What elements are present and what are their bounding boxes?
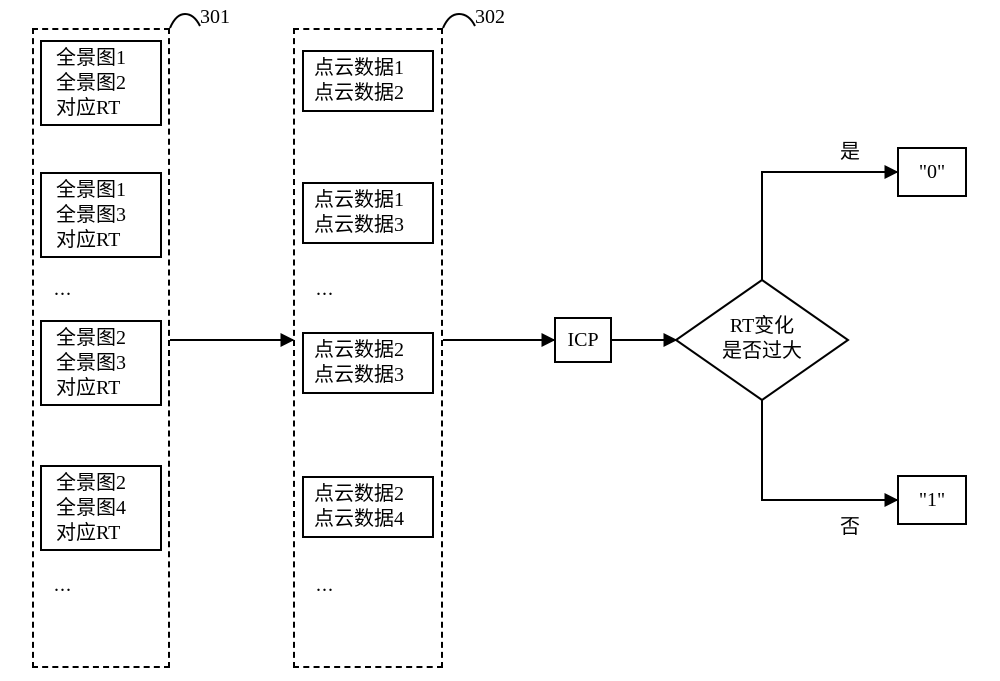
text-line: 点云数据3 — [314, 363, 432, 388]
icp-block: ICP — [554, 317, 612, 363]
diagram-canvas: 全景图1 全景图2 对应RT 全景图1 全景图3 对应RT ... 全景图2 全… — [0, 0, 1000, 681]
text-line: 全景图2 — [56, 326, 160, 351]
panorama-pair-1-3: 全景图1 全景图3 对应RT — [40, 172, 162, 258]
pointcloud-pair-1-2: 点云数据1 点云数据2 — [302, 50, 434, 112]
group-label-302: 302 — [475, 6, 505, 29]
icp-label: ICP — [567, 329, 598, 352]
panorama-pair-2-3: 全景图2 全景图3 对应RT — [40, 320, 162, 406]
pointcloud-pair-2-4: 点云数据2 点云数据4 — [302, 476, 434, 538]
output-1: "1" — [897, 475, 967, 525]
text-line: 全景图2 — [56, 71, 160, 96]
text-line: 点云数据2 — [314, 338, 432, 363]
text-line: 点云数据1 — [314, 188, 432, 213]
text-line: 点云数据2 — [314, 482, 432, 507]
output-0: "0" — [897, 147, 967, 197]
text-line: 对应RT — [56, 376, 160, 401]
decision-text: RT变化 是否过大 — [676, 314, 848, 364]
text-line: 对应RT — [56, 96, 160, 121]
text-line: 对应RT — [56, 228, 160, 253]
text-line: 是否过大 — [676, 339, 848, 364]
branch-yes-label: 是 — [840, 135, 860, 164]
text-line: 全景图4 — [56, 496, 160, 521]
text-line: 全景图3 — [56, 351, 160, 376]
text-line: 全景图2 — [56, 471, 160, 496]
branch-no-label: 否 — [840, 510, 860, 539]
text-line: 全景图1 — [56, 46, 160, 71]
text-line: 点云数据2 — [314, 81, 432, 106]
panorama-pair-1-2: 全景图1 全景图2 对应RT — [40, 40, 162, 126]
ellipsis: ... — [54, 574, 72, 597]
text-line: 点云数据1 — [314, 56, 432, 81]
panorama-pair-2-4: 全景图2 全景图4 对应RT — [40, 465, 162, 551]
output-0-label: "0" — [919, 161, 945, 184]
text-line: 点云数据3 — [314, 213, 432, 238]
text-line: 全景图3 — [56, 203, 160, 228]
pointcloud-pair-1-3: 点云数据1 点云数据3 — [302, 182, 434, 244]
text-line: 对应RT — [56, 521, 160, 546]
ellipsis: ... — [316, 574, 334, 597]
pointcloud-pair-2-3: 点云数据2 点云数据3 — [302, 332, 434, 394]
ellipsis: ... — [316, 278, 334, 301]
text-line: 点云数据4 — [314, 507, 432, 532]
ellipsis: ... — [54, 278, 72, 301]
output-1-label: "1" — [919, 489, 945, 512]
text-line: 全景图1 — [56, 178, 160, 203]
text-line: RT变化 — [676, 314, 848, 339]
group-label-301: 301 — [200, 6, 230, 29]
